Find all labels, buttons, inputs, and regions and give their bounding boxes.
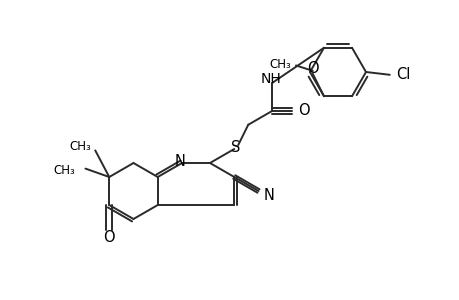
Text: Cl: Cl	[395, 67, 409, 82]
Text: O: O	[306, 61, 318, 76]
Text: CH₃: CH₃	[54, 164, 75, 177]
Text: O: O	[297, 103, 309, 118]
Text: N: N	[263, 188, 274, 203]
Text: CH₃: CH₃	[269, 58, 291, 71]
Text: O: O	[103, 230, 115, 245]
Text: N: N	[174, 154, 185, 169]
Text: CH₃: CH₃	[69, 140, 91, 153]
Text: NH: NH	[261, 72, 281, 86]
Text: S: S	[230, 140, 240, 154]
